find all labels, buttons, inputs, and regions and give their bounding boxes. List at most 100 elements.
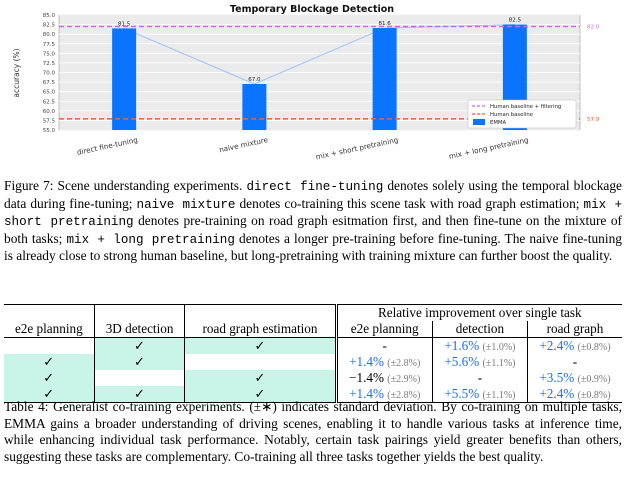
legend-label: Human baseline + filtering (490, 104, 561, 110)
improvement-value: +3.5% (539, 370, 575, 385)
caption-text: denotes solely using the temporal blocka… (4, 178, 622, 211)
y-tick-label: 60.0 (43, 109, 56, 115)
y-tick-label: 57.5 (43, 118, 56, 124)
figure-caption: Figure 7: Scene understanding experiment… (4, 178, 622, 284)
code-term: naive mixture (136, 197, 236, 212)
bar-value-label: 67.0 (248, 77, 261, 83)
col-header: 3D detection (93, 321, 185, 338)
chart-title: Temporary Blockage Detection (230, 4, 394, 15)
improvement-value: - (382, 338, 387, 353)
improvement-value: −1.4% (349, 370, 384, 385)
table-header-row: e2e planning 3D detection road graph est… (4, 321, 622, 338)
legend-swatch (473, 119, 485, 125)
task-cell: ✓ (4, 370, 95, 386)
caption-text: denotes co-training this scene task with… (235, 195, 584, 211)
col-header: e2e planning (4, 321, 95, 338)
improvement-value: +2.4% (539, 386, 575, 401)
std-dev: (±2.8%) (387, 358, 421, 369)
table-group-header-row: Relative improvement over single task (4, 304, 622, 321)
bar (112, 28, 137, 131)
std-dev: (±2.9%) (387, 374, 421, 385)
std-dev: (±1.0%) (482, 342, 516, 353)
bar (242, 84, 267, 130)
improvement-cell: +2.4% (±0.8%) (526, 386, 622, 403)
task-cell (184, 354, 336, 370)
y-tick-label: 65.0 (43, 90, 56, 96)
improvement-value: +5.5% (444, 386, 480, 401)
std-dev: (±2.8%) (387, 390, 421, 401)
y-tick-label: 85.0 (43, 13, 56, 19)
col-header: road graph (526, 321, 622, 338)
std-dev: (±0.9%) (577, 374, 611, 385)
improvement-cell: +2.4% (±0.8%) (526, 337, 622, 354)
col-header: road graph estimation (184, 321, 336, 338)
improvement-value: +1.4% (349, 354, 384, 369)
baseline-value-label: 57.9 (587, 117, 600, 123)
table-row: ✓ ✓ - +1.6% (±1.0%) +2.4% (±0.8%) (4, 337, 622, 355)
code-term: mix + long pretraining (66, 232, 235, 247)
x-tick-label: direct fine-tuning (76, 135, 139, 157)
std-dev: (±1.1%) (482, 358, 516, 369)
task-cell: ✓ (93, 354, 185, 370)
table-row: ✓ ✓ −1.4% (±2.9%) - +3.5% (±0.9%) (4, 370, 622, 386)
task-cell: ✓ (93, 337, 185, 354)
x-tick-label: mix + short pretraining (315, 135, 399, 161)
table-caption: Table 4: Generalist co-training experime… (4, 399, 622, 464)
y-tick-label: 75.0 (43, 51, 56, 57)
improvement-value: +5.6% (444, 354, 480, 369)
improvement-cell: +1.4% (±2.8%) (334, 354, 433, 370)
bar-value-label: 82.5 (509, 18, 522, 24)
x-tick-label: naive mixture (218, 135, 269, 154)
improvement-cell: +5.5% (±1.1%) (431, 386, 528, 403)
legend-label: EMMA (490, 120, 506, 126)
improvement-value: - (572, 354, 578, 369)
std-dev: (±0.8%) (577, 342, 611, 353)
improvement-value: +2.4% (539, 338, 575, 353)
caption-text: Figure 7: Scene understanding experiment… (4, 178, 247, 193)
y-tick-label: 72.5 (43, 61, 56, 67)
code-term: direct fine-tuning (246, 180, 384, 194)
improvement-cell: +1.6% (±1.0%) (431, 337, 528, 354)
y-tick-label: 77.5 (43, 42, 56, 48)
improvement-cell: +1.4% (±2.8%) (334, 386, 433, 403)
std-dev: (±1.1%) (482, 390, 516, 401)
task-cell (93, 370, 185, 386)
results-table: Relative improvement over single task e2… (4, 304, 622, 403)
improvement-cell: +3.5% (±0.9%) (526, 370, 622, 386)
task-cell: ✓ (4, 386, 95, 403)
caption-text: denotes a longer pre-training before fin… (4, 230, 622, 264)
bar (372, 28, 397, 130)
baseline-value-label: 82.0 (587, 25, 600, 31)
improvement-cell: +5.6% (±1.1%) (431, 354, 528, 370)
bar-value-label: 81.5 (118, 21, 131, 27)
y-tick-label: 70.0 (43, 71, 56, 77)
caption-text: denotes pre-training on road graph esitm… (4, 213, 622, 246)
col-header: detection (431, 321, 528, 338)
x-tick-label: mix + long pretraining (448, 135, 529, 161)
task-cell: ✓ (4, 354, 95, 370)
improvement-value: +1.6% (444, 338, 480, 353)
y-tick-label: 82.5 (43, 23, 56, 29)
connector-line (123, 24, 515, 85)
y-tick-label: 55.0 (43, 128, 56, 134)
std-dev: (±0.8%) (577, 390, 611, 401)
task-cell: ✓ (184, 370, 336, 386)
group-header: Relative improvement over single task (334, 304, 622, 321)
y-axis-label: accuracy (%) (12, 48, 21, 97)
task-cell (4, 338, 94, 355)
y-tick-label: 80.0 (43, 32, 56, 38)
bar-value-label: 81.6 (379, 21, 392, 27)
table-row: ✓ ✓ +1.4% (±2.8%) +5.6% (±1.1%) - (4, 354, 622, 370)
code-term: mix + short pretraining (4, 197, 623, 230)
y-tick-label: 62.5 (43, 99, 56, 105)
bar-chart: 55.0 57.5 60.0 62.5 65.0 67.5 70.0 72.5 75.0 77.5… (12, 4, 600, 161)
improvement-cell: - (334, 337, 433, 354)
task-cell: ✓ (184, 386, 336, 403)
improvement-value: +1.4% (349, 386, 384, 401)
improvement-cell: −1.4% (±2.9%) (334, 370, 433, 386)
legend-box (467, 99, 577, 129)
legend: Human baseline + filtering Human baseline… (467, 99, 577, 129)
y-tick-label: 67.5 (43, 80, 56, 86)
table-row: ✓ ✓ ✓ +1.4% (±2.8%) +5.5% (±1.1%) +2.4% (±0.8… (4, 386, 622, 403)
legend-label: Human baseline (490, 112, 533, 118)
